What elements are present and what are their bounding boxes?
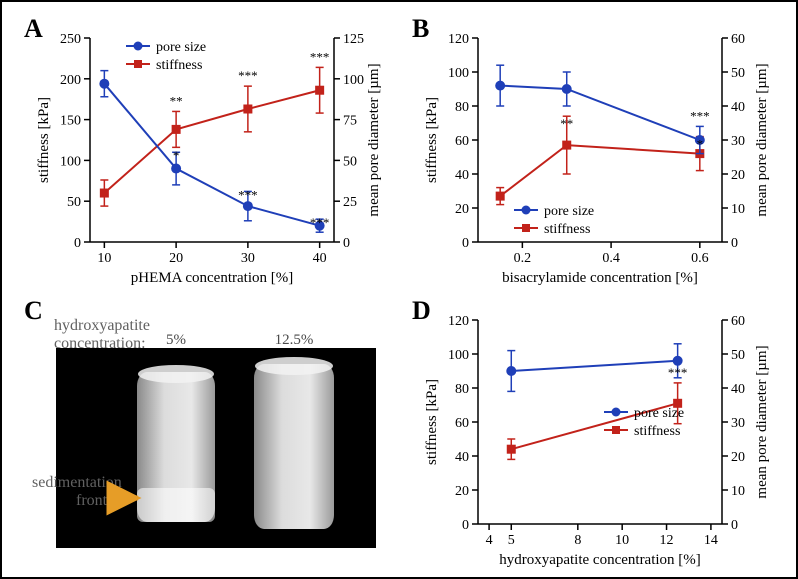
chart-d: 45 8 10 12 14 0 20 40 60 80 100 120 0 10 20 30 40 50 60 hyd…	[404, 292, 788, 572]
svg-text:***: ***	[668, 365, 688, 380]
svg-text:***: ***	[310, 215, 330, 230]
svg-text:0: 0	[731, 518, 738, 533]
svg-text:hydroxyapatite: hydroxyapatite	[54, 317, 150, 334]
svg-text:200: 200	[60, 73, 81, 88]
svg-text:60: 60	[455, 134, 469, 149]
svg-text:80: 80	[455, 100, 469, 115]
svg-text:pHEMA concentration [%]: pHEMA concentration [%]	[131, 270, 293, 286]
svg-text:100: 100	[448, 348, 469, 363]
svg-text:bisacrylamide concentration [%: bisacrylamide concentration [%]	[502, 270, 698, 286]
svg-text:0: 0	[74, 236, 81, 251]
svg-text:4: 4	[486, 533, 493, 548]
svg-text:25: 25	[343, 195, 357, 210]
svg-text:10: 10	[731, 202, 745, 217]
svg-text:100: 100	[60, 154, 81, 169]
svg-text:0: 0	[462, 236, 469, 251]
svg-text:30: 30	[241, 251, 255, 266]
svg-text:40: 40	[455, 168, 469, 183]
svg-text:125: 125	[343, 32, 364, 47]
svg-text:12.5%: 12.5%	[275, 332, 314, 348]
svg-text:20: 20	[731, 168, 745, 183]
svg-text:30: 30	[731, 134, 745, 149]
svg-text:14: 14	[704, 533, 718, 548]
svg-text:60: 60	[731, 314, 745, 329]
chart-a: 10 20 30 40 0 50 100 150 200 250 0 25 50 75 100 125 pHEM…	[16, 10, 400, 290]
svg-text:20: 20	[455, 484, 469, 499]
svg-text:0: 0	[462, 518, 469, 533]
svg-text:20: 20	[455, 202, 469, 217]
panel-c-photo: hydroxyapatiteconcentration: 5% 12.5% sedim…	[16, 292, 400, 572]
svg-text:mean pore diameter [µm]: mean pore diameter [µm]	[754, 345, 770, 498]
svg-text:0.6: 0.6	[691, 251, 709, 266]
svg-text:*: *	[173, 148, 180, 163]
svg-text:concentration:: concentration:	[54, 335, 146, 352]
svg-text:8: 8	[574, 533, 581, 548]
svg-text:***: ***	[690, 108, 710, 123]
svg-text:front: front	[76, 492, 108, 509]
svg-text:pore size: pore size	[634, 406, 684, 421]
svg-text:***: ***	[310, 49, 330, 64]
svg-text:*: *	[697, 137, 704, 152]
svg-text:75: 75	[343, 114, 357, 129]
chart-b: 0.2 0.4 0.6 0 20 40 60 80 100 120 0 10 20 30 40 50 60 bis…	[404, 10, 788, 290]
svg-text:20: 20	[731, 450, 745, 465]
svg-text:10: 10	[615, 533, 629, 548]
svg-text:mean pore diameter [µm]: mean pore diameter [µm]	[366, 63, 382, 216]
svg-text:0: 0	[731, 236, 738, 251]
svg-text:0.4: 0.4	[602, 251, 620, 266]
svg-text:150: 150	[60, 114, 81, 129]
svg-text:100: 100	[448, 66, 469, 81]
svg-text:stiffness [kPa]: stiffness [kPa]	[36, 97, 52, 183]
svg-text:sedimentation: sedimentation	[32, 474, 122, 491]
svg-text:pore size: pore size	[544, 204, 594, 219]
svg-text:0.2: 0.2	[514, 251, 532, 266]
svg-text:120: 120	[448, 314, 469, 329]
panel-d-label: D	[412, 296, 431, 326]
svg-text:120: 120	[448, 32, 469, 47]
svg-text:**: **	[560, 116, 573, 131]
svg-text:80: 80	[455, 382, 469, 397]
svg-text:5%: 5%	[166, 332, 186, 348]
svg-text:60: 60	[731, 32, 745, 47]
panel-d: D 45 8 10 12 14 0 20 40 60 80 100 120 0 10 20 30 40 50 60 h…	[404, 292, 788, 572]
svg-text:30: 30	[731, 416, 745, 431]
svg-text:stiffness: stiffness	[634, 424, 680, 439]
svg-text:50: 50	[343, 154, 357, 169]
svg-text:stiffness: stiffness	[544, 222, 590, 237]
svg-text:stiffness [kPa]: stiffness [kPa]	[424, 97, 440, 183]
svg-text:40: 40	[455, 450, 469, 465]
panel-b: B 0.2 0.4 0.6 0 20 40 60 80 100 120 0 10 20 30 40 50 60 b…	[404, 10, 788, 290]
panel-a-label: A	[24, 14, 43, 44]
panel-b-label: B	[412, 14, 429, 44]
svg-text:60: 60	[455, 416, 469, 431]
svg-text:10: 10	[731, 484, 745, 499]
svg-text:40: 40	[731, 100, 745, 115]
svg-text:stiffness [kPa]: stiffness [kPa]	[424, 379, 440, 465]
svg-text:40: 40	[731, 382, 745, 397]
svg-text:250: 250	[60, 32, 81, 47]
svg-text:***: ***	[238, 187, 258, 202]
svg-text:50: 50	[67, 195, 81, 210]
panel-c: C hydroxyapatiteconcentration: 5% 12.5% sed…	[16, 292, 400, 572]
svg-text:20: 20	[169, 251, 183, 266]
svg-text:***: ***	[238, 68, 258, 83]
svg-text:stiffness: stiffness	[156, 58, 202, 73]
panel-c-label: C	[24, 296, 43, 326]
svg-text:40: 40	[313, 251, 327, 266]
svg-text:50: 50	[731, 348, 745, 363]
svg-text:pore size: pore size	[156, 40, 206, 55]
svg-text:mean pore diameter [µm]: mean pore diameter [µm]	[754, 63, 770, 216]
svg-text:**: **	[170, 93, 183, 108]
svg-text:0: 0	[343, 236, 350, 251]
svg-text:hydroxyapatite concentration [: hydroxyapatite concentration [%]	[499, 552, 701, 568]
svg-text:5: 5	[508, 533, 515, 548]
svg-text:100: 100	[343, 73, 364, 88]
panel-a: A 10 20 30 40 0 50 100 150 200 250 0 25 50 75 100 125 pH…	[16, 10, 400, 290]
svg-text:50: 50	[731, 66, 745, 81]
svg-text:12: 12	[660, 533, 674, 548]
svg-text:10: 10	[97, 251, 111, 266]
